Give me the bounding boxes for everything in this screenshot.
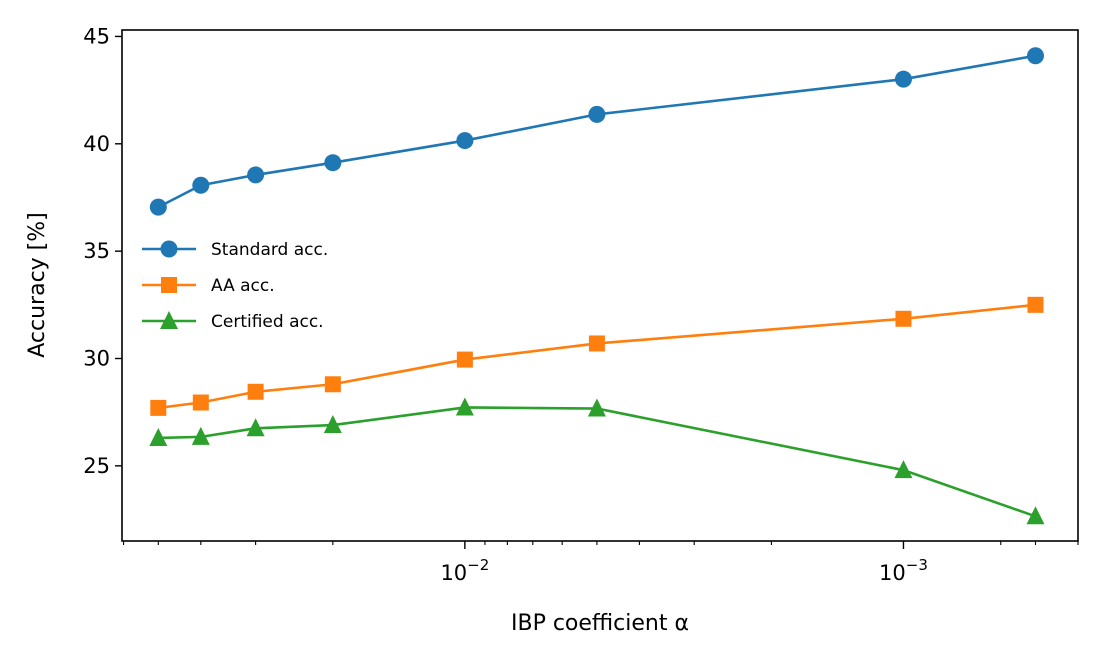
legend-entry: AA acc. (142, 276, 275, 296)
legend-entry: Standard acc. (142, 240, 328, 260)
data-point (247, 383, 264, 400)
data-point (894, 70, 912, 88)
series-line (157, 54, 1036, 209)
legend-entry: Certified acc. (142, 311, 324, 332)
data-point (246, 418, 265, 437)
data-point (456, 132, 474, 150)
data-point (323, 415, 342, 434)
x-tick-label: 10−3 (879, 556, 928, 585)
y-tick-label: 45 (83, 24, 110, 48)
legend: Standard acc. AA acc. Certified acc. (142, 240, 328, 332)
y-tick-label: 25 (83, 454, 110, 478)
data-point (1026, 47, 1044, 65)
legend-label: Certified acc. (211, 312, 324, 332)
data-point (324, 154, 342, 172)
legend-marker (160, 311, 178, 329)
data-point (894, 460, 913, 479)
y-axis: 25 30 35 40 45 (83, 24, 122, 478)
legend-label: AA acc. (211, 276, 275, 296)
data-point (150, 399, 167, 416)
data-point (192, 394, 209, 411)
y-axis-label: Accuracy [%] (25, 212, 50, 358)
data-point (455, 397, 474, 416)
plot-frame (121, 29, 1079, 542)
data-point (192, 176, 210, 194)
series-layer (149, 47, 1045, 525)
data-point (1027, 296, 1044, 313)
series-line (158, 406, 1036, 518)
series-line (158, 303, 1036, 410)
data-point (587, 398, 606, 417)
y-tick-label: 30 (83, 347, 110, 371)
data-point (588, 335, 605, 352)
y-tick-label: 40 (83, 132, 110, 156)
legend-marker (161, 277, 177, 293)
series-0 (149, 47, 1044, 216)
data-point (247, 166, 265, 184)
data-point (1026, 506, 1045, 525)
x-tick-label: 10−2 (440, 556, 489, 585)
data-point (456, 351, 473, 368)
y-tick-label: 35 (83, 239, 110, 263)
data-point (588, 105, 606, 123)
data-point (149, 198, 167, 216)
x-axis-label: IBP coefficient α (511, 611, 689, 636)
series-1 (150, 296, 1044, 416)
data-point (895, 310, 912, 327)
data-point (191, 426, 210, 445)
data-point (149, 427, 168, 446)
series-2 (149, 397, 1045, 525)
x-axis: 10−2 10−3 (123, 541, 1079, 585)
legend-marker (160, 240, 178, 258)
legend-label: Standard acc. (211, 240, 328, 260)
data-point (324, 376, 341, 393)
